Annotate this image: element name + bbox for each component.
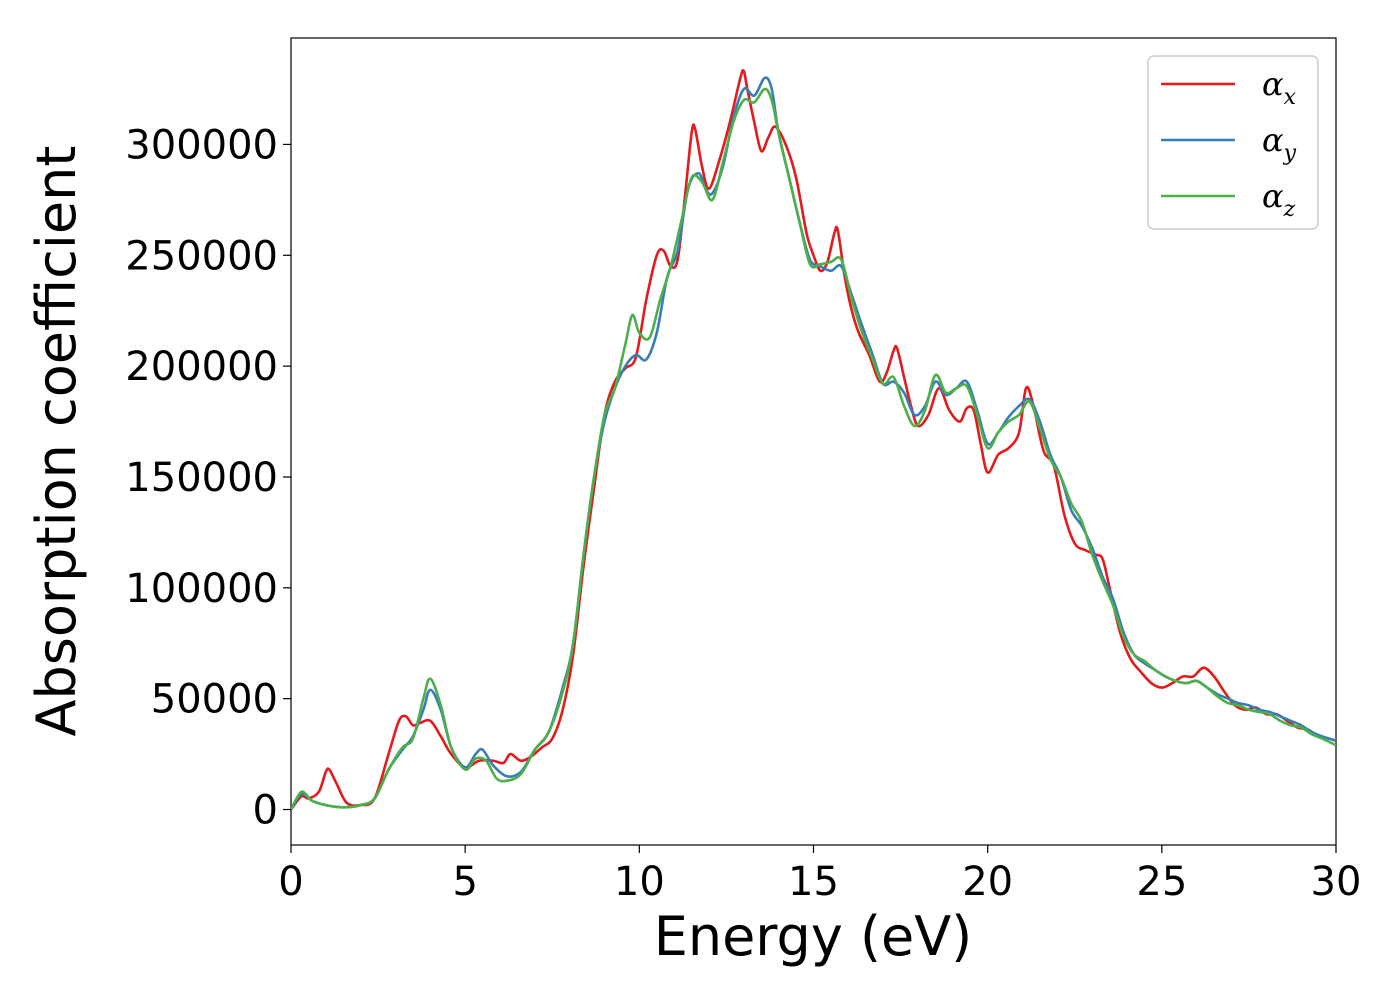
x-tick-label: 15: [788, 859, 839, 905]
x-axis-label: Energy (eV): [654, 905, 973, 968]
y-tick-label: 300000: [125, 122, 278, 168]
y-tick-label: 0: [253, 788, 278, 834]
x-tick-label: 20: [962, 859, 1013, 905]
series-group: [291, 69, 1336, 811]
y-tick-label: 150000: [125, 455, 278, 501]
x-tick-label: 25: [1136, 859, 1187, 905]
y-axis-label: Absorption coefficient: [25, 146, 88, 737]
series-line-z: [291, 87, 1336, 811]
y-tick-label: 250000: [125, 233, 278, 279]
x-tick-label: 10: [614, 859, 665, 905]
x-tick-label: 0: [278, 859, 303, 905]
x-axis: 0 5 10 15 20 25 30: [278, 845, 1361, 905]
y-tick-label: 50000: [151, 677, 278, 723]
y-tick-label: 100000: [125, 566, 278, 612]
x-tick-label: 30: [1311, 859, 1362, 905]
series-line-x: [291, 69, 1336, 811]
y-tick-label: 200000: [125, 344, 278, 390]
y-axis: 0 50000 100000 150000 200000 250000 300000: [125, 122, 291, 834]
x-tick-label: 5: [452, 859, 477, 905]
legend-box: [1147, 55, 1319, 230]
